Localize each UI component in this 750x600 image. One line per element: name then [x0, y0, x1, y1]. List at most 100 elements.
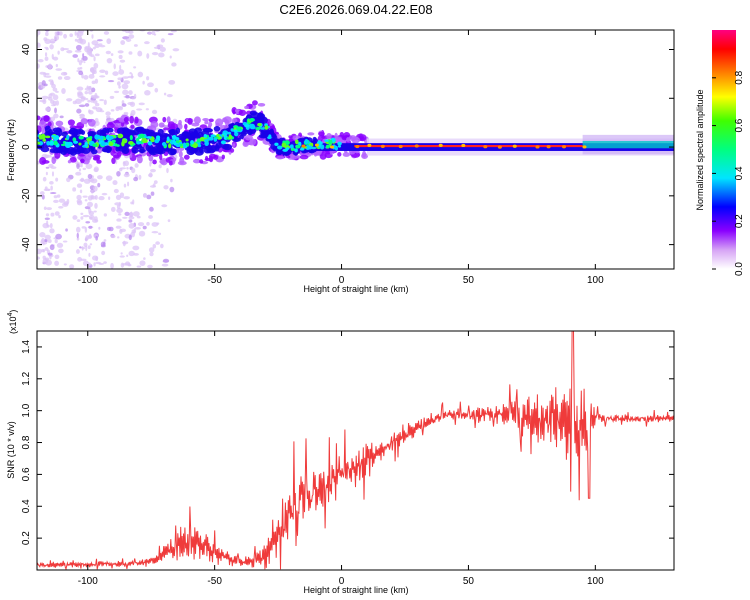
noise-speckle [131, 97, 136, 100]
noise-speckle [146, 221, 150, 226]
ridge-core-blob [40, 146, 50, 153]
ridge-core-blob [206, 148, 216, 154]
noise-speckle [109, 95, 115, 100]
noise-speckle [103, 261, 107, 264]
ridge-peak-dot [78, 142, 82, 146]
noise-speckle [63, 263, 67, 266]
ridge-halo-blob [179, 156, 185, 165]
ridge-peak-dot [51, 134, 56, 138]
ridge-halo-blob [107, 121, 114, 126]
ridge-core-blob [277, 140, 283, 146]
noise-speckle [41, 194, 45, 200]
ridge-peak-dot [174, 137, 180, 140]
noise-speckle [128, 234, 132, 241]
noise-speckle [144, 90, 151, 96]
ridge-peak-dot [121, 139, 128, 144]
noise-speckle [93, 56, 96, 62]
ridge-core-blob [248, 127, 257, 134]
ridge-peak-dot [227, 131, 232, 135]
ridge-peak-dot [289, 144, 294, 149]
ridge-peak-dot [324, 139, 330, 142]
noise-speckle [87, 173, 93, 180]
noise-speckle [110, 206, 116, 212]
ridge-peak-dot [274, 142, 279, 147]
noise-speckle [118, 69, 125, 75]
ridge-peak-dot [37, 141, 41, 145]
ridge-peak-dot [52, 140, 58, 146]
ridge-peak-dot [148, 142, 153, 146]
ridge-peak-dot [300, 147, 304, 151]
noise-speckle [139, 260, 146, 266]
noise-speckle [112, 71, 119, 76]
noise-speckle [79, 66, 83, 70]
snr-x-ticks: -100 -50 0 50 100 [78, 331, 604, 587]
noise-speckle [169, 186, 175, 193]
ridge-peak-dot [128, 141, 134, 145]
noise-speckle [155, 241, 160, 245]
ridge-halo-blob [163, 127, 169, 131]
noise-speckle [146, 53, 150, 59]
noise-speckle [122, 240, 126, 247]
snr-scale-close: ) [8, 310, 18, 313]
noise-speckle [87, 99, 91, 103]
ridge-core-blob [142, 128, 150, 133]
ridge-halo-blob [346, 137, 350, 142]
noise-speckle [80, 216, 84, 220]
ridge-halo-blob [299, 154, 309, 160]
noise-speckle [93, 62, 99, 69]
ridge-peak-dot [277, 145, 283, 150]
ridge-peak-dot [64, 141, 70, 145]
noise-speckle [138, 230, 146, 237]
noise-speckle [101, 250, 106, 256]
noise-speckle [78, 35, 82, 41]
noise-speckle [160, 243, 164, 249]
noise-speckle [153, 30, 161, 32]
noise-speckle [81, 246, 86, 250]
noise-speckle [77, 67, 81, 70]
noise-speckle [49, 41, 56, 44]
noise-speckle [87, 245, 91, 250]
noise-speckle [144, 41, 150, 45]
noise-speckle [44, 75, 52, 78]
ridge-halo-blob [337, 152, 342, 157]
noise-speckle [84, 91, 89, 95]
ridge-halo-blob [166, 116, 171, 124]
noise-speckle [166, 93, 173, 98]
ridge-max-dot [483, 145, 488, 149]
ridge-peak-dot [337, 141, 342, 146]
ridge-halo-blob [162, 116, 167, 123]
noise-speckle [91, 40, 99, 46]
ridge-core-blob [272, 134, 278, 142]
ridge-peak-dot [268, 134, 272, 139]
ridge-peak-dot [204, 140, 209, 146]
ridge-halo-blob [43, 115, 50, 122]
ridge-halo-blob [326, 132, 332, 140]
ridge-halo-blob [183, 154, 190, 160]
ridge-halo-blob [129, 115, 135, 124]
noise-speckle [151, 109, 158, 115]
ridge-peak-dot [207, 137, 213, 141]
ridge-peak-dot [86, 138, 92, 142]
ridge-halo-blob [342, 152, 351, 157]
noise-speckle [58, 31, 63, 36]
ridge-peak-dot [334, 145, 339, 151]
noise-speckle [105, 50, 112, 55]
noise-speckle [98, 262, 105, 265]
noise-speckle [72, 215, 78, 220]
ridge-core-blob [127, 130, 137, 136]
ridge-peak-dot [213, 137, 218, 142]
noise-speckle [137, 222, 145, 227]
noise-speckle [93, 166, 99, 172]
ridge-halo-blob [67, 159, 72, 164]
ridge-halo-blob [208, 118, 214, 123]
noise-speckle [150, 168, 156, 173]
ridge-max-dot [398, 144, 403, 149]
noise-speckle [118, 85, 121, 89]
ridge-halo-blob [244, 134, 253, 141]
noise-speckle [149, 251, 154, 257]
noise-speckle [115, 225, 122, 229]
snr-x-tick-label: 100 [587, 576, 604, 587]
noise-speckle [103, 31, 110, 35]
noise-speckle [167, 33, 174, 36]
noise-speckle [131, 167, 136, 174]
